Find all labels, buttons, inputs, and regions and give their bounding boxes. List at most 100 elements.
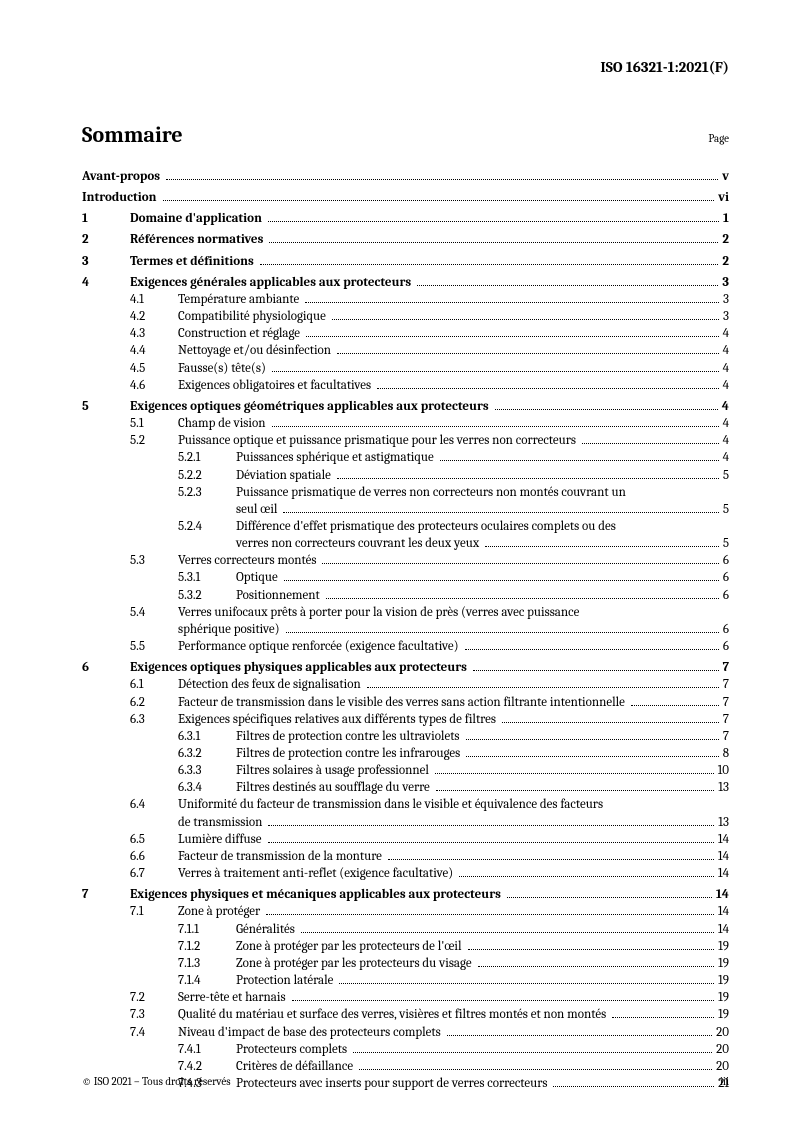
toc-entry[interactable]: 4.4Nettoyage et/ou désinfection 4 — [82, 342, 729, 359]
toc-entry[interactable]: 7.1Zone à protéger14 — [82, 903, 729, 920]
toc-entry-cont[interactable]: sphérique positive)6 — [82, 621, 729, 638]
toc-page: 20 — [714, 1058, 729, 1075]
toc-entry[interactable]: 6.1Détection des feux de signalisation7 — [82, 676, 729, 693]
toc-entry[interactable]: 3Termes et définitions2 — [82, 253, 729, 270]
toc-entry[interactable]: 4.5Fausse(s) tête(s)4 — [82, 360, 729, 377]
toc-entry[interactable]: 7.4.2Critères de défaillance20 — [82, 1058, 729, 1075]
toc-num: 4.4 — [130, 342, 178, 359]
toc-entry[interactable]: 7.4.1Protecteurs complets20 — [82, 1041, 729, 1058]
toc-entry[interactable]: 7.2Serre-tête et harnais19 — [82, 989, 729, 1006]
toc-entry[interactable]: 7.1.4Protection latérale19 — [82, 972, 729, 989]
toc-entry[interactable]: 7.3Qualité du matériau et surface des ve… — [82, 1006, 729, 1023]
toc-entry[interactable]: 4.6Exigences obligatoires et facultative… — [82, 377, 729, 394]
toc-label: Filtres solaires à usage professionnel — [236, 762, 433, 779]
toc-entry[interactable]: 5.4Verres unifocaux prêts à porter pour … — [82, 604, 729, 621]
toc-num: 7.1.2 — [178, 938, 236, 955]
toc-leader — [337, 478, 719, 479]
toc-entry[interactable]: 4.1Température ambiante3 — [82, 291, 729, 308]
toc-page: 4 — [721, 449, 729, 466]
toc-entry-cont[interactable]: verres non correcteurs couvrant les deux… — [82, 535, 729, 552]
toc-label: Construction et réglage — [178, 325, 304, 342]
toc-entry[interactable]: 4.3Construction et réglage4 — [82, 325, 729, 342]
toc-entry[interactable]: 6.7Verres à traitement anti-reflet (exig… — [82, 865, 729, 882]
toc-entry[interactable]: 7Exigences physiques et mécaniques appli… — [82, 886, 729, 903]
toc-page: 5 — [721, 501, 729, 518]
toc-num: 6.6 — [130, 848, 178, 865]
toc-label: Puissance optique et puissance prismatiq… — [178, 432, 580, 449]
toc-entry[interactable]: 5.3Verres correcteurs montés6 — [82, 552, 729, 569]
footer-page-number: iii — [720, 1075, 729, 1088]
toc-page: 4 — [720, 398, 729, 415]
toc-label: Verres unifocaux prêts à porter pour la … — [178, 604, 583, 621]
toc-entry[interactable]: 5Exigences optiques géométriques applica… — [82, 398, 729, 415]
toc-page: 7 — [721, 676, 729, 693]
toc-entry[interactable]: 1Domaine d'application1 — [82, 210, 729, 227]
toc-label: Introduction — [82, 189, 161, 206]
toc-entry[interactable]: 5.2Puissance optique et puissance prisma… — [82, 432, 729, 449]
toc-entry[interactable]: 6.3.4Filtres destinés au soufflage du ve… — [82, 779, 729, 796]
toc-label-cont: de transmission — [178, 814, 266, 831]
toc-entry[interactable]: 7.1.2Zone à protéger par les protecteurs… — [82, 938, 729, 955]
page-column-label: Page — [708, 132, 729, 145]
toc-leader — [272, 371, 719, 372]
page: ISO 16321-1:2021(F) Sommaire Page Avant-… — [0, 0, 793, 1122]
toc-entry[interactable]: Avant-proposv — [82, 168, 729, 185]
toc-entry-cont[interactable]: seul œil5 — [82, 501, 729, 518]
toc-entry[interactable]: 2Références normatives2 — [82, 231, 729, 248]
toc-entry[interactable]: 5.3.2Positionnement6 — [82, 587, 729, 604]
toc-label-cont: sphérique positive) — [178, 621, 284, 638]
toc-page: 14 — [716, 848, 729, 865]
toc-entry[interactable]: 6.3.3Filtres solaires à usage profession… — [82, 762, 729, 779]
toc-entry[interactable]: 6.3Exigences spécifiques relatives aux d… — [82, 711, 729, 728]
toc-leader — [269, 242, 718, 243]
toc-entry[interactable]: 6.2Facteur de transmission dans le visib… — [82, 694, 729, 711]
toc-page: 19 — [716, 989, 729, 1006]
toc-label: Facteur de transmission de la monture — [178, 848, 386, 865]
toc-page: 14 — [716, 903, 729, 920]
toc-num: 5.2.1 — [178, 449, 236, 466]
toc-label: Zone à protéger par les protecteurs du v… — [236, 955, 476, 972]
toc-page: 5 — [721, 535, 729, 552]
toc-leader — [473, 670, 719, 671]
toc-entry[interactable]: 7.1.3Zone à protéger par les protecteurs… — [82, 955, 729, 972]
toc-page: 19 — [716, 938, 729, 955]
toc-entry[interactable]: 5.1Champ de vision4 — [82, 415, 729, 432]
toc-page: 5 — [721, 467, 729, 484]
toc-entry[interactable]: 5.2.3Puissance prismatique de verres non… — [82, 484, 729, 501]
toc-leader — [417, 285, 718, 286]
toc-entry[interactable]: 4Exigences générales applicables aux pro… — [82, 274, 729, 291]
toc-label: Protecteurs complets — [236, 1041, 351, 1058]
toc-num: 5.4 — [130, 604, 178, 621]
toc-num: 7.1 — [130, 903, 178, 920]
toc-entry[interactable]: 6.3.1Filtres de protection contre les ul… — [82, 728, 729, 745]
toc-entry[interactable]: 6.5Lumière diffuse14 — [82, 831, 729, 848]
toc-num: 5.5 — [130, 638, 178, 655]
toc-entry[interactable]: 6.6Facteur de transmission de la monture… — [82, 848, 729, 865]
toc-leader — [388, 859, 714, 860]
toc-page: 20 — [714, 1024, 729, 1041]
toc-label-cont: verres non correcteurs couvrant les deux… — [236, 535, 483, 552]
toc-label: Nettoyage et/ou désinfection — [178, 342, 335, 359]
toc-entry[interactable]: 5.2.4Différence d'effet prismatique des … — [82, 518, 729, 535]
toc-entry[interactable]: 6.4Uniformité du facteur de transmission… — [82, 796, 729, 813]
toc-page: 3 — [720, 274, 729, 291]
toc-label: Détection des feux de signalisation — [178, 676, 365, 693]
toc-entry[interactable]: 6.3.2Filtres de protection contre les in… — [82, 745, 729, 762]
toc-entry[interactable]: 5.5Performance optique renforcée (exigen… — [82, 638, 729, 655]
toc-entry[interactable]: 7.1.1Généralités14 — [82, 921, 729, 938]
toc-num: 5.3 — [130, 552, 178, 569]
toc-page: 4 — [721, 342, 729, 359]
toc-num: 6.4 — [130, 796, 178, 813]
toc-entry[interactable]: 5.2.1Puissances sphérique et astigmatiqu… — [82, 449, 729, 466]
toc-label: Critères de défaillance — [236, 1058, 357, 1075]
toc-entry[interactable]: 6Exigences optiques physiques applicable… — [82, 659, 729, 676]
toc-entry[interactable]: 5.3.1Optique6 — [82, 569, 729, 586]
toc-page: 4 — [721, 377, 729, 394]
toc-entry[interactable]: 4.2Compatibilité physiologique3 — [82, 308, 729, 325]
toc-num: 7.1.4 — [178, 972, 236, 989]
toc-leader — [166, 179, 718, 180]
toc-entry[interactable]: 7.4Niveau d'impact de base des protecteu… — [82, 1024, 729, 1041]
toc-entry-cont[interactable]: de transmission13 — [82, 814, 729, 831]
toc-entry[interactable]: Introductionvi — [82, 189, 729, 206]
toc-entry[interactable]: 5.2.2Déviation spatiale5 — [82, 467, 729, 484]
